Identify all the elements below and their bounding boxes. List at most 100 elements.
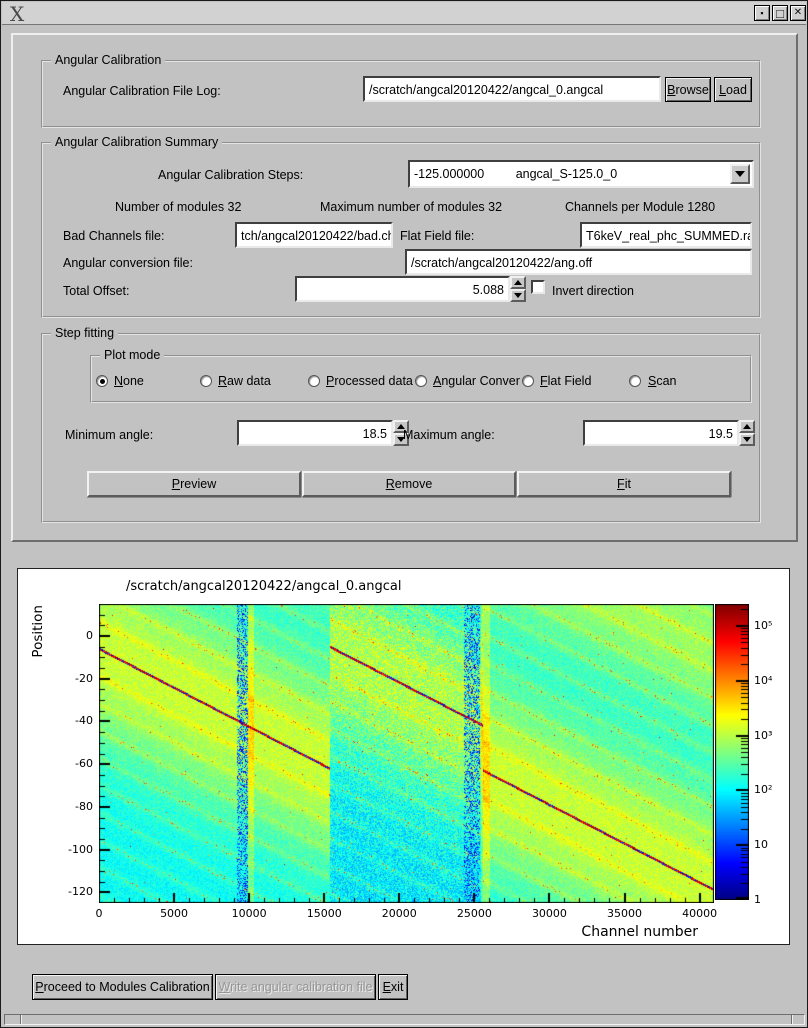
proceed-modules-calibration-label: Proceed to Modules Calibration bbox=[35, 980, 210, 994]
max-angle-label: Maximum angle: bbox=[403, 428, 495, 442]
step-fitting-group-title: Step fitting bbox=[51, 326, 119, 340]
steps-combobox[interactable]: -125.000000 angcal_S-125.0_0 bbox=[408, 160, 754, 188]
proceed-modules-calibration-button[interactable]: Proceed to Modules Calibration bbox=[32, 974, 213, 1000]
y-tick-label: -60 bbox=[75, 757, 93, 771]
invert-direction-checkbox[interactable] bbox=[531, 280, 545, 294]
radio-raw-data[interactable] bbox=[200, 375, 212, 387]
spin-up-button[interactable] bbox=[510, 276, 526, 289]
status-bar bbox=[4, 1014, 805, 1025]
total-offset-spinner[interactable] bbox=[510, 276, 526, 302]
preview-button[interactable]: Preview bbox=[87, 471, 301, 497]
colorbar-tick-label: 1 bbox=[754, 893, 761, 906]
radio-angular-conversion-label[interactable]: Angular Conver bbox=[433, 374, 520, 388]
preview-button-label: Preview bbox=[171, 477, 217, 491]
radio-processed-data-label[interactable]: Processed data bbox=[326, 374, 413, 388]
fit-button-label: Fit bbox=[617, 477, 631, 491]
summary-group-title: Angular Calibration Summary bbox=[51, 135, 223, 149]
colorbar-tick-label: 10⁴ bbox=[754, 673, 773, 687]
colorbar-tick-label: 10² bbox=[754, 783, 773, 797]
spin-up-button[interactable] bbox=[393, 420, 409, 433]
min-angle-input[interactable]: 18.5 bbox=[237, 420, 393, 446]
x11-logo-icon: X bbox=[10, 2, 25, 26]
y-tick-label: 0 bbox=[86, 629, 93, 643]
y-tick-label: -40 bbox=[75, 714, 93, 728]
radio-angular-conversion[interactable] bbox=[415, 375, 427, 387]
spin-up-button[interactable] bbox=[739, 420, 755, 433]
maximize-button[interactable]: □ bbox=[772, 5, 788, 21]
angular-calibration-group: Angular Calibration Angular Calibration … bbox=[41, 53, 761, 128]
max-angle-spinner[interactable] bbox=[739, 420, 755, 446]
x-tick-label: 15000 bbox=[306, 907, 342, 920]
exit-button-label: Exit bbox=[382, 980, 404, 994]
x-tick-label: 35000 bbox=[607, 907, 642, 920]
x-tick-label: 10000 bbox=[231, 907, 267, 920]
angular-calibration-group-title: Angular Calibration bbox=[51, 53, 166, 67]
steps-combobox-value: -125.000000 bbox=[414, 167, 485, 181]
ang-conv-input[interactable]: /scratch/angcal20120422/ang.off bbox=[405, 249, 752, 275]
window-titlebar[interactable]: X ▪ □ ✕ bbox=[2, 2, 806, 26]
radio-none[interactable] bbox=[96, 375, 108, 387]
write-angular-calibration-label: Write angular calibration file bbox=[218, 980, 373, 994]
step-fitting-group: Step fitting Plot mode None Raw data Pro… bbox=[41, 326, 761, 523]
remove-button[interactable]: Remove bbox=[302, 471, 516, 497]
load-button[interactable]: Load bbox=[714, 77, 752, 102]
plot-title: /scratch/angcal20120422/angcal_0.angcal bbox=[126, 579, 402, 594]
y-tick-label: -80 bbox=[75, 799, 93, 813]
write-angular-calibration-button: Write angular calibration file bbox=[215, 974, 376, 1000]
arrow-down-icon bbox=[514, 293, 522, 298]
remove-button-label: Remove bbox=[385, 477, 433, 491]
bad-channels-input[interactable]: tch/angcal20120422/bad.chan bbox=[235, 222, 393, 248]
invert-direction-label: Invert direction bbox=[552, 284, 634, 298]
num-modules-label: Number of modules 32 bbox=[115, 200, 242, 214]
radio-none-label[interactable]: None bbox=[114, 374, 144, 388]
radio-processed-data[interactable] bbox=[308, 375, 320, 387]
browse-button-label: Browse bbox=[667, 82, 709, 97]
min-angle-spinner[interactable] bbox=[393, 420, 409, 446]
maximize-icon: □ bbox=[776, 5, 784, 21]
channels-per-module-label: Channels per Module 1280 bbox=[565, 200, 716, 214]
steps-label: Angular Calibration Steps: bbox=[158, 168, 304, 182]
close-button[interactable]: ✕ bbox=[790, 5, 806, 21]
radio-scan-label[interactable]: Scan bbox=[648, 374, 677, 388]
arrow-down-icon bbox=[397, 437, 405, 442]
total-offset-label: Total Offset: bbox=[63, 284, 130, 298]
spin-down-button[interactable] bbox=[739, 433, 755, 446]
x-tick-label: 40000 bbox=[682, 907, 718, 920]
spin-down-button[interactable] bbox=[393, 433, 409, 446]
flat-field-label: Flat Field file: bbox=[400, 229, 475, 243]
colorbar-tick-label: 10 bbox=[754, 838, 768, 852]
arrow-up-icon bbox=[397, 424, 405, 429]
exit-button[interactable]: Exit bbox=[378, 974, 408, 1000]
form-panel: Angular Calibration Angular Calibration … bbox=[11, 33, 798, 542]
radio-scan[interactable] bbox=[629, 375, 641, 387]
steps-combobox-arrow[interactable] bbox=[730, 164, 750, 184]
y-tick-label: -120 bbox=[68, 885, 93, 899]
steps-combobox-name: angcal_S-125.0_0 bbox=[515, 167, 618, 181]
browse-button[interactable]: Browse bbox=[665, 77, 711, 102]
min-angle-label: Minimum angle: bbox=[65, 428, 154, 442]
colorbar-tick-label: 10³ bbox=[754, 728, 773, 742]
radio-flat-field-label[interactable]: Flat Field bbox=[540, 374, 592, 388]
fit-button[interactable]: Fit bbox=[517, 471, 731, 497]
chevron-down-icon bbox=[735, 171, 745, 177]
x-tick-label: 5000 bbox=[160, 907, 189, 920]
total-offset-input[interactable]: 5.088 bbox=[295, 276, 510, 302]
colorbar-canvas bbox=[715, 604, 749, 900]
radio-flat-field[interactable] bbox=[522, 375, 534, 387]
file-log-input[interactable]: /scratch/angcal20120422/angcal_0.angcal bbox=[363, 76, 661, 102]
max-angle-input[interactable]: 19.5 bbox=[583, 420, 739, 446]
bad-channels-label: Bad Channels file: bbox=[63, 229, 165, 243]
minimize-icon: ▪ bbox=[760, 7, 764, 18]
minimize-button[interactable]: ▪ bbox=[754, 5, 770, 21]
max-modules-label: Maximum number of modules 32 bbox=[320, 200, 503, 214]
colorbar-tick-label: 10⁵ bbox=[754, 618, 773, 632]
y-tick-label: -100 bbox=[68, 842, 93, 856]
flat-field-input[interactable]: T6keV_real_phc_SUMMED.raw bbox=[580, 222, 752, 248]
x-tick-label: 20000 bbox=[381, 907, 417, 920]
radio-raw-data-label[interactable]: Raw data bbox=[218, 374, 271, 388]
heatmap-canvas bbox=[99, 604, 714, 903]
spin-down-button[interactable] bbox=[510, 289, 526, 302]
x-axis-label: Channel number bbox=[581, 924, 698, 940]
x-tick-label: 30000 bbox=[531, 907, 567, 920]
